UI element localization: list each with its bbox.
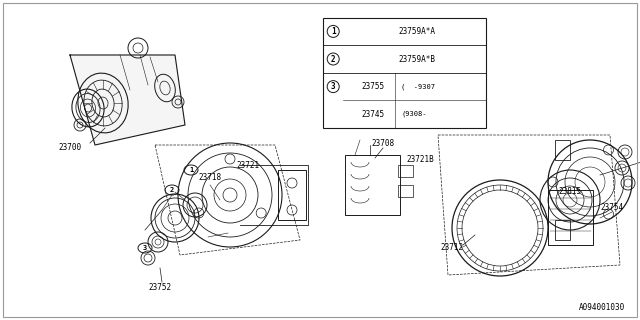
Text: 2: 2 bbox=[170, 187, 174, 193]
Text: 23708: 23708 bbox=[371, 139, 395, 148]
Bar bbox=[548, 190, 593, 245]
Text: 23712: 23712 bbox=[440, 244, 463, 252]
Text: 3: 3 bbox=[143, 245, 147, 251]
Text: 23752: 23752 bbox=[148, 284, 172, 292]
Text: 23754: 23754 bbox=[600, 204, 623, 212]
Bar bbox=[555, 220, 570, 240]
Text: 1: 1 bbox=[331, 27, 335, 36]
Text: 23815: 23815 bbox=[559, 188, 582, 196]
Polygon shape bbox=[70, 55, 185, 145]
Text: 23700: 23700 bbox=[58, 143, 81, 153]
Bar bbox=[398, 165, 413, 177]
Text: 23745: 23745 bbox=[361, 110, 385, 119]
Text: 23759A*B: 23759A*B bbox=[398, 54, 435, 63]
Bar bbox=[555, 140, 570, 160]
Text: 23721B: 23721B bbox=[406, 156, 434, 164]
Text: 23755: 23755 bbox=[361, 82, 385, 91]
Text: (  -9307: ( -9307 bbox=[401, 83, 435, 90]
Text: 1: 1 bbox=[189, 167, 193, 173]
Bar bbox=[278, 170, 306, 220]
Text: 23721: 23721 bbox=[236, 161, 260, 170]
Text: 23718: 23718 bbox=[198, 173, 221, 182]
Bar bbox=[345, 155, 400, 215]
Bar bbox=[398, 185, 413, 197]
Text: A094001030: A094001030 bbox=[579, 303, 625, 312]
Text: 23759A*A: 23759A*A bbox=[398, 27, 435, 36]
Text: 2: 2 bbox=[331, 54, 335, 63]
Text: 3: 3 bbox=[331, 82, 335, 91]
Bar bbox=[323, 18, 486, 128]
Text: (9308-: (9308- bbox=[401, 111, 427, 117]
